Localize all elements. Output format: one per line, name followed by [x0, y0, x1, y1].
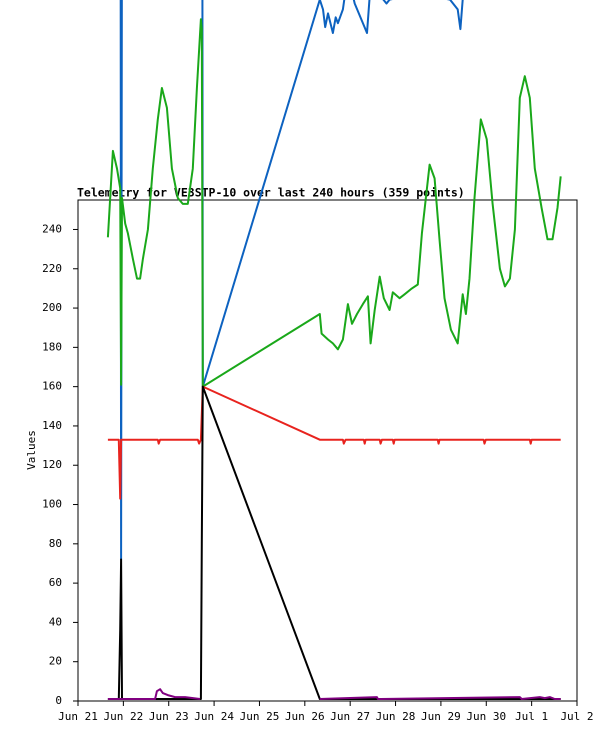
series-line	[107, 385, 561, 500]
y-tick-label: 160	[42, 380, 62, 393]
x-tick-label: Jul 2	[560, 710, 593, 723]
x-tick-label: Jun 24	[194, 710, 234, 723]
y-tick-label: 240	[42, 222, 62, 235]
x-tick-label: Jun 21	[58, 710, 98, 723]
y-tick-label: 20	[49, 655, 62, 668]
y-tick-label: 60	[49, 576, 62, 589]
series-line	[106, 18, 562, 388]
x-tick-label: Jun 29	[421, 710, 461, 723]
x-tick-label: Jun 30	[466, 710, 506, 723]
series-line	[107, 688, 561, 700]
y-tick-label: 120	[42, 458, 62, 471]
y-tick-label: 180	[42, 340, 62, 353]
series-line	[107, 385, 561, 700]
x-tick-label: Jun 25	[240, 710, 280, 723]
x-tick-label: Jun 26	[285, 710, 325, 723]
chart-title: Telemetry for VE3STP-10 over last 240 ho…	[77, 186, 465, 200]
y-axis-label: Values	[25, 430, 38, 470]
y-tick-label: 200	[42, 301, 62, 314]
x-tick-label: Jul 1	[515, 710, 548, 723]
y-tick-label: 140	[42, 419, 62, 432]
x-tick-label: Jun 23	[149, 710, 189, 723]
y-tick-label: 220	[42, 262, 62, 275]
x-tick-label: Jun 27	[330, 710, 370, 723]
y-tick-label: 100	[42, 498, 62, 511]
y-tick-label: 40	[49, 615, 62, 628]
y-tick-label: 0	[55, 694, 62, 707]
series-line	[119, 0, 464, 561]
x-tick-label: Jun 28	[376, 710, 416, 723]
x-tick-label: Jun 22	[103, 710, 143, 723]
plot-frame	[77, 199, 578, 702]
y-tick-label: 80	[49, 537, 62, 550]
